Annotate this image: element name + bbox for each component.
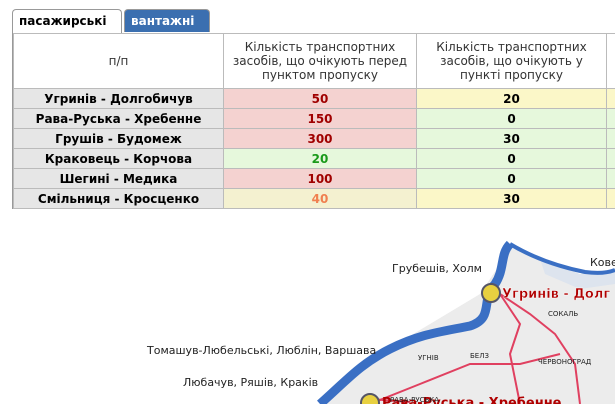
cell: 40	[223, 188, 417, 209]
cell: 150	[223, 108, 417, 129]
map-label: ЧЕРВОНОГРАД	[538, 358, 592, 366]
cell	[606, 168, 615, 189]
map-label: Томашув-Любельські, Люблін, Варшава	[146, 344, 376, 357]
cell: Шегині - Медика	[13, 168, 224, 189]
cell: Угринів - Долгобичув	[13, 88, 224, 109]
map-label: Любачув, Ряшів, Краків	[183, 376, 318, 389]
cell	[606, 108, 615, 129]
cell: 30	[416, 128, 607, 149]
row: Смільниця - Кросценко 40 30	[13, 188, 615, 209]
road	[499, 293, 581, 404]
cell: 50	[223, 88, 417, 109]
cell: Смільниця - Кросценко	[13, 188, 224, 209]
road	[374, 353, 561, 403]
map-label: УГНІВ	[418, 354, 439, 362]
map-label: Кове	[590, 256, 615, 269]
map-label: Грубешів, Холм	[392, 262, 482, 275]
row: Шегині - Медика 100 0	[13, 168, 615, 189]
header-row: п/п Кількість транспортних засобів, що о…	[13, 33, 615, 89]
cell: Грушів - Будомеж	[13, 128, 224, 149]
row: Рава-Руська - Хребенне 150 0	[13, 108, 615, 129]
row: Угринів - Долгобичув 50 20	[13, 88, 615, 109]
checkpoint-icon	[360, 393, 380, 404]
border	[508, 242, 615, 275]
road	[499, 293, 522, 404]
cell: 30	[416, 188, 607, 209]
header-cell	[606, 33, 615, 89]
cell: 0	[416, 148, 607, 169]
row: Краковець - Корчова 20 0	[13, 148, 615, 169]
cell: 300	[223, 128, 417, 149]
checkpoint-icon	[481, 283, 501, 303]
row: Грушів - Будомеж 300 30	[13, 128, 615, 149]
map-label: Угринів - Долг	[502, 287, 610, 302]
tab[interactable]: вантажні	[124, 9, 210, 32]
map: Грубешів, Холм Кове Угринів - Долг СОКАЛ…	[146, 240, 615, 404]
cell	[606, 188, 615, 209]
cell: 0	[416, 108, 607, 129]
cell: Краковець - Корчова	[13, 148, 224, 169]
cell: 20	[416, 88, 607, 109]
header-cell: Кількість транспортних засобів, що очіку…	[223, 33, 417, 89]
map-label: Рава-Руська - Хребенне	[382, 396, 562, 404]
border	[317, 240, 514, 404]
cell: 20	[223, 148, 417, 169]
cell	[606, 148, 615, 169]
table: п/п Кількість транспортних засобів, що о…	[13, 33, 615, 209]
table-wrap: п/п Кількість транспортних засобів, що о…	[12, 33, 615, 209]
cell: 100	[223, 168, 417, 189]
map-label: РАВА-РУСЬКА	[390, 396, 439, 404]
map-label: СОКАЛЬ	[548, 310, 578, 318]
tab[interactable]: пасажирські	[12, 9, 122, 34]
cell	[606, 88, 615, 109]
cell: Рава-Руська - Хребенне	[13, 108, 224, 129]
header-cell: п/п	[13, 33, 224, 89]
cell	[606, 128, 615, 149]
header-cell: Кількість транспортних засобів, що очіку…	[416, 33, 607, 89]
map-label: БЕЛЗ	[470, 352, 489, 360]
cell: 0	[416, 168, 607, 189]
